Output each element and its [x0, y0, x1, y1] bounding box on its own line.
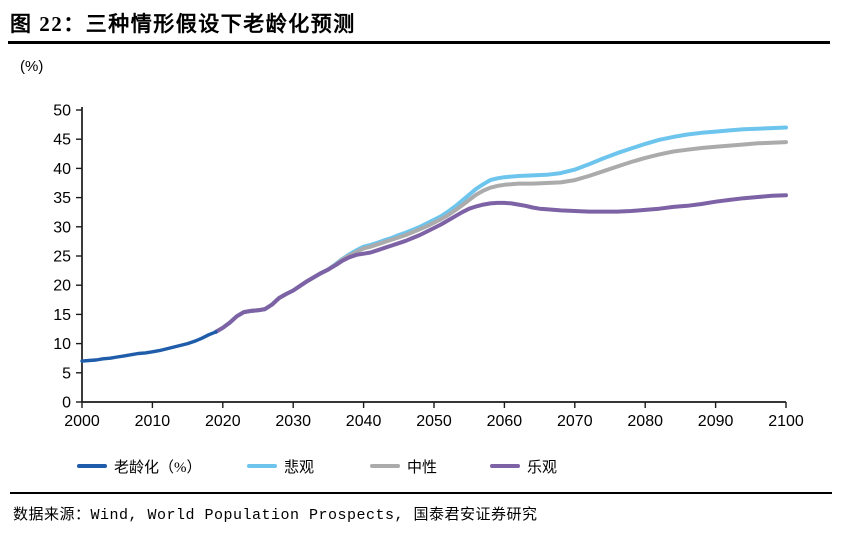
- x-tick-label-2030: 2030: [275, 413, 311, 430]
- x-tick-label-2010: 2010: [135, 413, 171, 430]
- x-tick-label-2020: 2020: [205, 413, 241, 430]
- x-tick-label-2040: 2040: [346, 413, 382, 430]
- figure-title: 图 22：三种情形假设下老龄化预测: [10, 12, 356, 36]
- data-source: 数据来源：Wind, World Population Prospects, 国…: [13, 507, 538, 524]
- y-tick-label-5: 5: [62, 365, 71, 382]
- source-divider: [10, 492, 832, 494]
- legend-swatch-neutral: [370, 464, 400, 468]
- y-tick-label-50: 50: [53, 103, 71, 120]
- y-tick-label-0: 0: [62, 395, 71, 412]
- legend-swatch-optimistic: [490, 464, 520, 468]
- x-tick-label-2070: 2070: [557, 413, 593, 430]
- legend-label-neutral: 中性: [407, 459, 438, 476]
- y-axis-unit-label: (%): [20, 58, 44, 75]
- x-tick-label-2060: 2060: [487, 413, 523, 430]
- x-tick-label-2100: 2100: [768, 413, 804, 430]
- y-tick-label-25: 25: [53, 249, 71, 266]
- y-tick-label-20: 20: [53, 278, 71, 295]
- x-tick-label-2000: 2000: [64, 413, 100, 430]
- legend-item-optimistic: 乐观: [490, 458, 558, 476]
- series-line-pessimistic: [213, 125, 788, 334]
- x-tick-label-2050: 2050: [416, 413, 452, 430]
- series-line-aging: [80, 330, 218, 363]
- x-tick-label-2090: 2090: [698, 413, 734, 430]
- legend-item-aging: 老龄化（%）: [77, 458, 202, 476]
- legend-label-aging: 老龄化（%）: [114, 459, 202, 476]
- legend-item-pessimistic: 悲观: [247, 458, 315, 476]
- legend-label-optimistic: 乐观: [527, 459, 558, 476]
- legend-swatch-pessimistic: [247, 464, 277, 468]
- y-tick-label-45: 45: [53, 132, 71, 149]
- y-tick-label-15: 15: [53, 307, 71, 324]
- y-tick-label-10: 10: [53, 336, 71, 353]
- aging-projection-line-chart: 0 5 10 15 20 25 30 35 40 45 50 2000 2010 2020 2030 2040…: [53, 103, 804, 431]
- y-tick-label-40: 40: [53, 161, 71, 178]
- title-underline: [8, 41, 830, 44]
- legend-swatch-aging: [77, 464, 107, 468]
- legend-item-neutral: 中性: [370, 458, 438, 476]
- legend-label-pessimistic: 悲观: [284, 459, 315, 476]
- y-tick-label-35: 35: [53, 190, 71, 207]
- series-line-optimistic: [213, 193, 788, 334]
- y-tick-label-30: 30: [53, 219, 71, 236]
- x-tick-label-2080: 2080: [627, 413, 663, 430]
- series-line-neutral: [213, 140, 788, 334]
